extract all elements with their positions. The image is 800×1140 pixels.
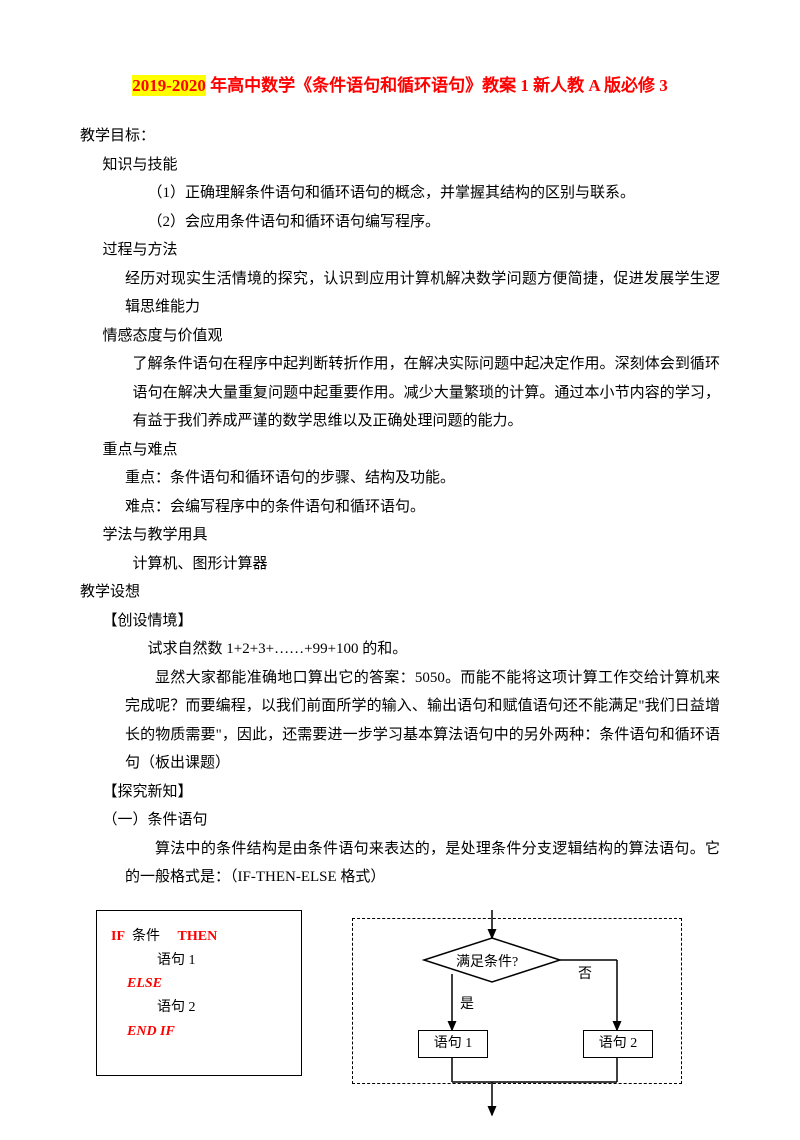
process-body: 经历对现实生活情境的探究，认识到应用计算机解决数学问题方便简捷，促进发展学生逻辑… xyxy=(125,265,720,322)
section-goal: 教学目标： xyxy=(80,122,720,151)
knowledge-item-2: （2）会应用条件语句和循环语句编写程序。 xyxy=(148,208,721,237)
flow-no: 否 xyxy=(578,962,592,989)
section-difficulty: 重点与难点 xyxy=(103,436,721,465)
section-conditional: （一）条件语句 xyxy=(103,806,721,835)
code-then: THEN xyxy=(178,929,218,944)
code-stmt1: 语句 1 xyxy=(111,949,291,973)
section-plan: 教学设想 xyxy=(80,578,720,607)
title-rest: 年高中数学《条件语句和循环语句》教案 1 新人教 A 版必修 3 xyxy=(206,76,668,95)
flow-question: 满足条件? xyxy=(456,950,518,977)
scene-question: 试求自然数 1+2+3+……+99+100 的和。 xyxy=(148,635,721,664)
attitude-body: 了解条件语句在程序中起判断转折作用，在解决实际问题中起决定作用。深刻体会到循环语… xyxy=(133,350,721,436)
bottom-figure-row: IF 条件 THEN 语句 1 ELSE 语句 2 END IF xyxy=(80,910,720,1120)
scene-paragraph: 显然大家都能准确地口算出它的答案：5050。而能不能将这项计算工作交给计算机来完… xyxy=(125,664,720,778)
code-else: ELSE xyxy=(127,976,162,991)
flow-yes: 是 xyxy=(460,992,474,1019)
section-process: 过程与方法 xyxy=(103,236,721,265)
page-title: 2019-2020 年高中数学《条件语句和循环语句》教案 1 新人教 A 版必修… xyxy=(80,70,720,102)
section-attitude: 情感态度与价值观 xyxy=(103,322,721,351)
flow-stmt1-box: 语句 1 xyxy=(418,1030,488,1058)
conditional-body: 算法中的条件结构是由条件语句来表达的，是处理条件分支逻辑结构的算法语句。它的一般… xyxy=(125,835,720,892)
flowchart: 满足条件? 是 否 语句 1 语句 2 xyxy=(342,910,682,1120)
section-explore: 【探究新知】 xyxy=(103,778,721,807)
difficulty-key: 重点：条件语句和循环语句的步骤、结构及功能。 xyxy=(125,464,720,493)
flow-stmt2-box: 语句 2 xyxy=(583,1030,653,1058)
title-highlight: 2019-2020 xyxy=(132,75,206,96)
flowchart-svg xyxy=(342,910,682,1120)
tools-body: 计算机、图形计算器 xyxy=(133,550,721,579)
knowledge-item-1: （1）正确理解条件语句和循环语句的概念，并掌握其结构的区别与联系。 xyxy=(148,179,721,208)
section-scene: 【创设情境】 xyxy=(103,607,721,636)
difficulty-hard: 难点：会编写程序中的条件语句和循环语句。 xyxy=(125,493,720,522)
code-box: IF 条件 THEN 语句 1 ELSE 语句 2 END IF xyxy=(96,910,302,1076)
section-knowledge: 知识与技能 xyxy=(103,151,721,180)
code-cond: 条件 xyxy=(132,929,160,944)
code-if: IF xyxy=(111,929,125,944)
code-endif: END IF xyxy=(127,1024,175,1039)
code-stmt2: 语句 2 xyxy=(111,996,291,1020)
section-tools: 学法与教学用具 xyxy=(103,521,721,550)
